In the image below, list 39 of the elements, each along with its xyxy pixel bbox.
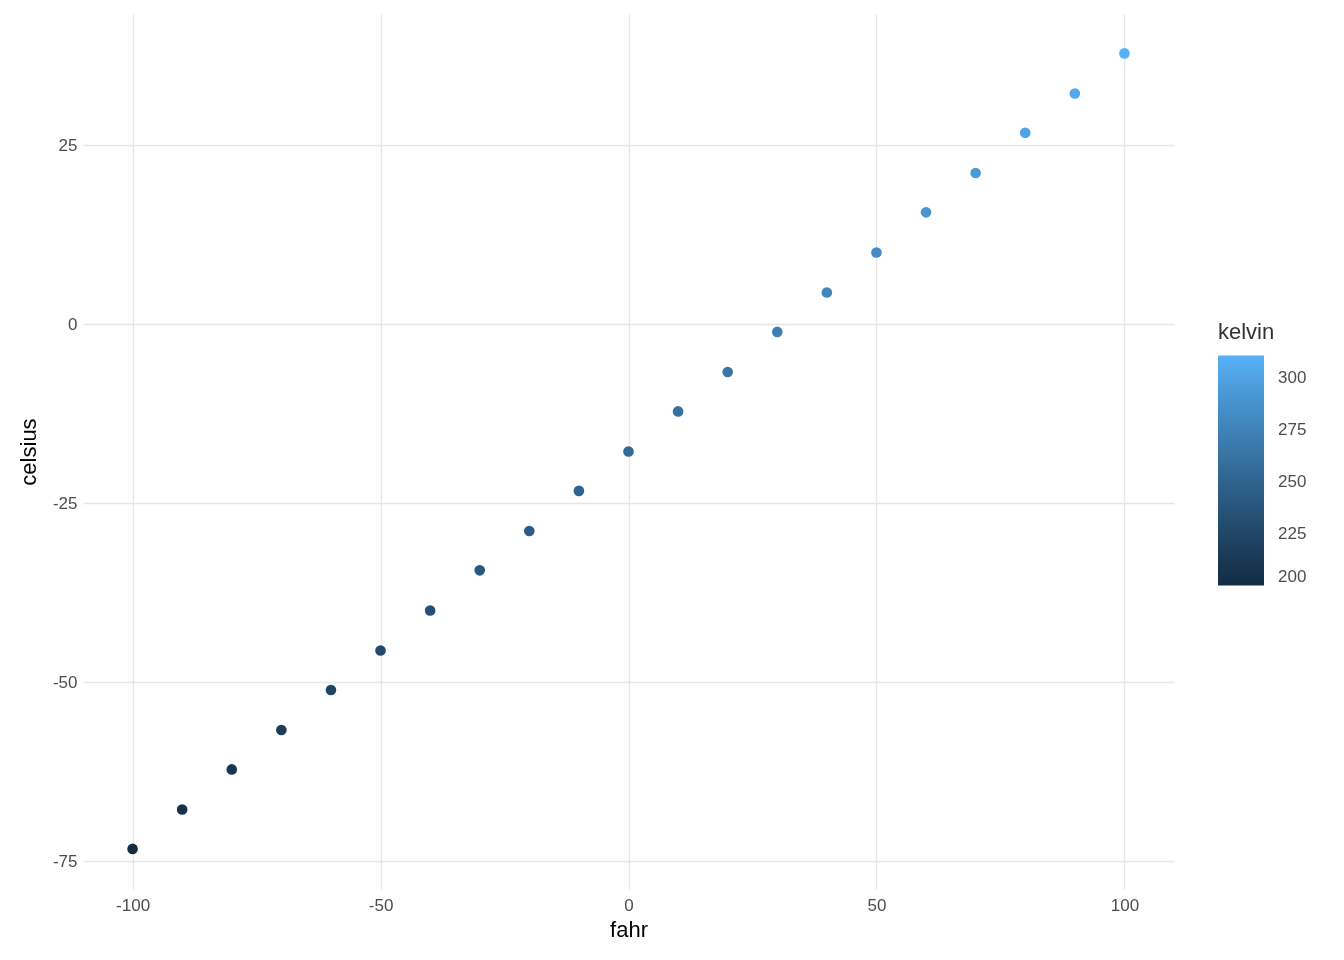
point [176,804,188,815]
point [871,247,882,258]
x-tick-label: -100 [116,895,151,915]
color-bar-label: 300 [1278,368,1307,388]
point [573,485,585,497]
point [970,167,981,179]
point [127,843,138,855]
point [1069,88,1081,99]
x-tick-label: -50 [368,895,394,915]
y-tick-label: -25 [52,493,78,513]
point [424,605,436,616]
point [920,207,932,218]
point [226,764,238,775]
point [1019,127,1031,139]
x-tick-label: 100 [1110,895,1140,915]
color-bar-label: 275 [1278,420,1307,440]
color-bar-label: 200 [1278,566,1307,586]
x-axis-title: fahr [610,916,648,942]
point [821,287,833,298]
point [325,684,337,696]
point [375,645,386,656]
color-bar-label: 225 [1278,523,1307,543]
point [771,326,783,338]
point [1119,48,1130,59]
y-tick-label: -50 [52,672,78,692]
point [672,406,684,417]
point [276,724,287,736]
point [524,525,535,537]
legend-title: kelvin [1218,318,1275,344]
point [474,565,486,576]
y-axis-title: celsius [15,418,41,486]
y-tick-label: 25 [58,135,78,155]
point [623,446,634,457]
point [722,366,733,378]
y-tick-label: -75 [52,851,78,871]
color-bar-label: 250 [1278,471,1307,491]
x-tick-label: 50 [867,895,887,915]
y-tick-label: 0 [68,314,78,334]
x-tick-label: 0 [624,895,634,915]
